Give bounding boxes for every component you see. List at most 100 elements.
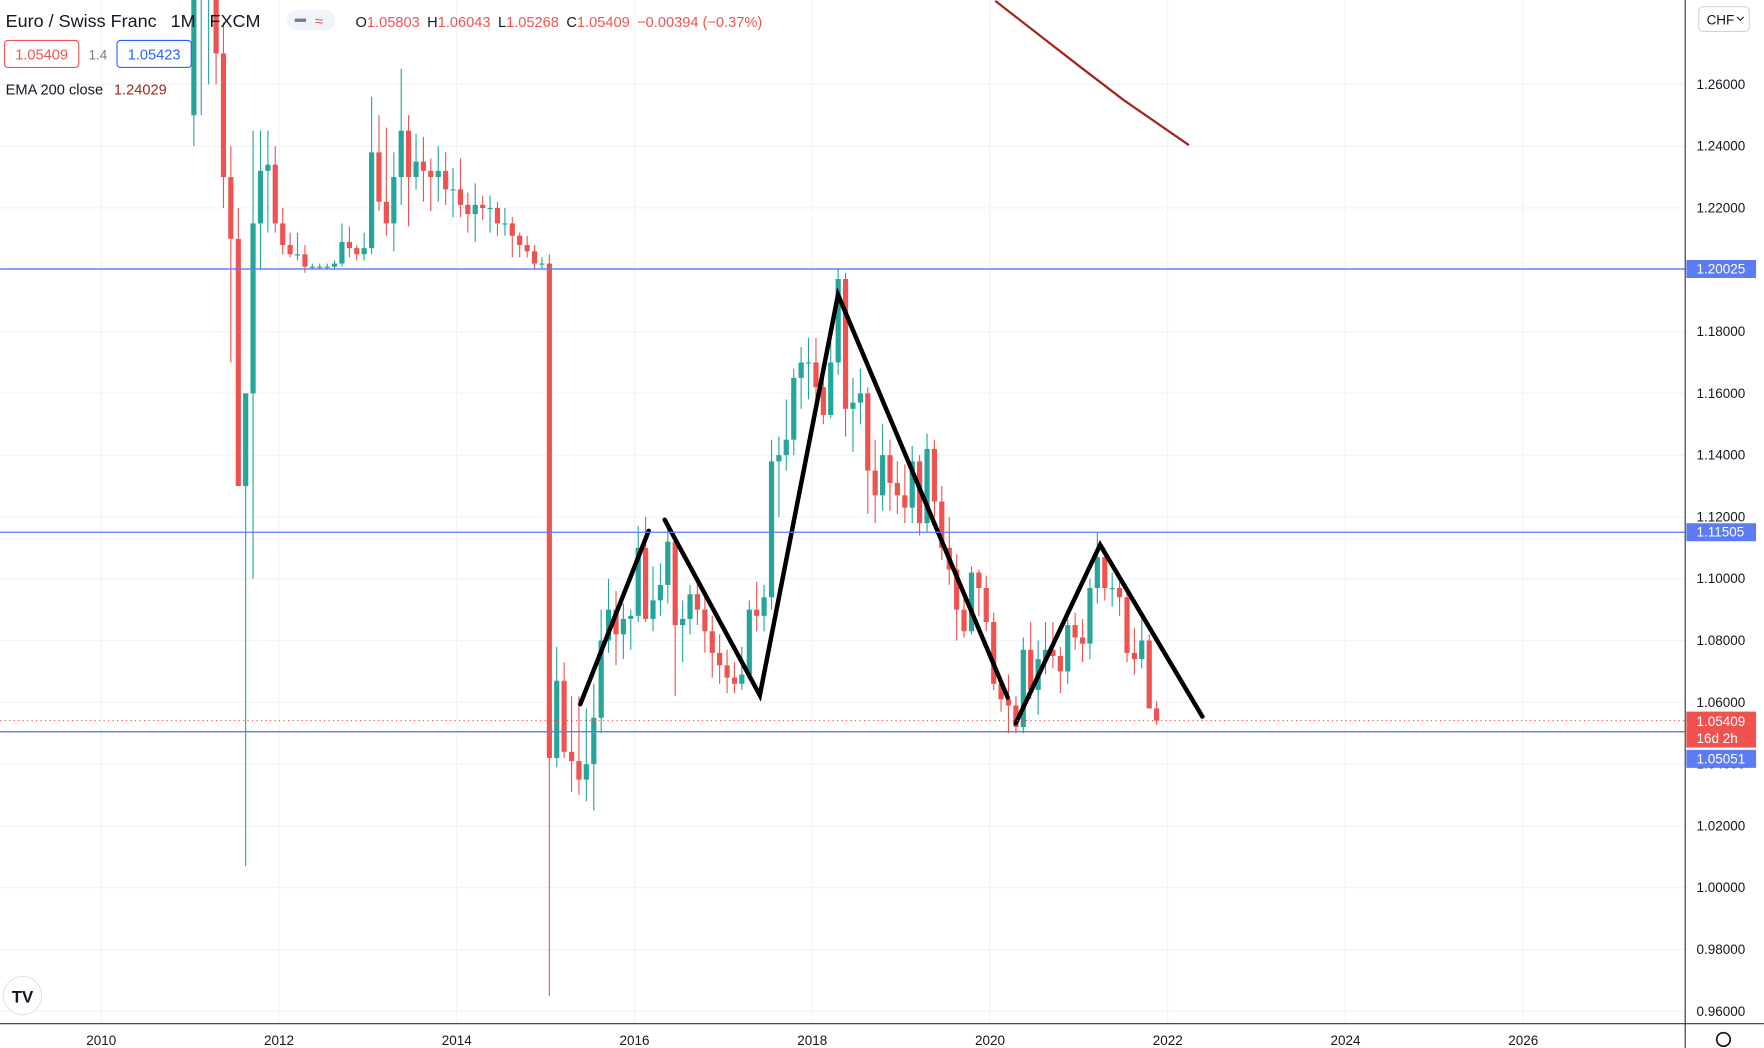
level-label: 1.11505: [1696, 525, 1744, 540]
candle-body: [517, 235, 523, 246]
candle-body: [650, 600, 656, 619]
candle-body: [450, 189, 456, 191]
trend-drawing: [578, 287, 1205, 726]
candle-body: [842, 279, 849, 409]
candle-body: [280, 223, 286, 246]
candle-body: [376, 152, 382, 202]
candle-body: [1013, 705, 1019, 728]
ohlc-row: O1.05803 H1.06043 L1.05268 C1.05409 −0.0…: [356, 15, 763, 31]
spread: 1.4: [89, 48, 108, 63]
candle-body: [494, 207, 501, 224]
candle-body: [346, 241, 352, 249]
candle-body: [294, 254, 301, 256]
candle-body: [761, 597, 767, 616]
candle-body: [880, 455, 886, 496]
price-label: 1.05409: [1696, 714, 1745, 729]
candle-body: [235, 238, 241, 487]
candle-body: [265, 164, 271, 171]
candle-body: [487, 207, 493, 210]
sell-button[interactable]: [3, 39, 80, 69]
candle-body: [435, 170, 441, 178]
candle-body: [665, 541, 671, 585]
candle-body: [798, 362, 804, 378]
candle-body: [820, 387, 826, 415]
logo[interactable]: [2, 975, 43, 1016]
candle-body: [924, 448, 930, 524]
candle-body: [783, 439, 789, 456]
x-tick-label: 2024: [1330, 1033, 1360, 1048]
candle-body: [472, 204, 478, 215]
candle-body: [228, 177, 234, 239]
change: −0.00394 (−0.37%): [637, 15, 762, 31]
y-tick-label: 1.08000: [1696, 633, 1745, 648]
ask-price: 1.05423: [128, 48, 181, 64]
candle-body: [635, 547, 641, 616]
currency-button[interactable]: [1698, 6, 1750, 33]
settings-icon[interactable]: [1715, 1031, 1732, 1048]
candle-body: [1065, 625, 1071, 672]
candle-body: [1139, 640, 1145, 660]
ohlc-value: 1.05803: [367, 15, 420, 31]
candle-body: [1020, 649, 1026, 728]
icon: [1736, 16, 1745, 22]
y-tick-label: 0.98000: [1696, 942, 1745, 957]
currency: CHF: [1707, 13, 1735, 28]
candle-body: [546, 263, 552, 758]
candle-body: [524, 245, 530, 252]
interval: 1M: [171, 11, 196, 31]
candle-body: [324, 266, 330, 268]
candle-body: [509, 223, 515, 236]
axes: 0.960000.980001.000001.020001.040001.060…: [86, 77, 1757, 1048]
candle-body: [961, 609, 967, 632]
candle-body: [702, 609, 708, 632]
candle-body: [361, 248, 367, 255]
candle-body: [391, 177, 397, 224]
candle-body: [1005, 699, 1012, 706]
candle-body: [339, 241, 345, 264]
candle-body: [983, 588, 989, 623]
bid-price: 1.05409: [15, 48, 68, 64]
candle-body: [628, 615, 634, 619]
candle-body: [1028, 649, 1034, 690]
candle-body: [1146, 640, 1152, 709]
candle-body: [909, 461, 915, 508]
ohlc-prefix: C: [566, 15, 577, 31]
candle-body: [620, 618, 626, 635]
indicator-toggle[interactable]: [286, 10, 336, 31]
level-label: 1.05051: [1696, 751, 1745, 766]
candle-body: [850, 402, 856, 409]
candle-body: [835, 279, 841, 363]
y-tick-label: 1.14000: [1696, 448, 1745, 463]
candle-body: [791, 377, 797, 440]
candle-body: [428, 170, 434, 178]
indicator-name: EMA 200 close: [6, 82, 103, 98]
source: FXCM: [210, 11, 261, 31]
ohlc-value: 1.05409: [577, 15, 630, 31]
candle-body: [872, 470, 878, 496]
candle-body: [739, 674, 745, 684]
candle-body: [954, 569, 960, 610]
candle-body: [502, 223, 508, 225]
ohlc-prefix: L: [498, 15, 506, 31]
candle-body: [605, 609, 612, 641]
candle-body: [828, 362, 834, 415]
candle-body: [369, 152, 375, 249]
candle-body: [583, 764, 589, 780]
candle-body: [1131, 652, 1137, 660]
x-tick-label: 2016: [619, 1033, 649, 1048]
buy-button[interactable]: [116, 39, 192, 69]
candle-body: [776, 455, 782, 462]
candle-body: [1124, 597, 1130, 653]
candle-body: [405, 130, 412, 178]
candle-body: [272, 164, 278, 224]
candle-body: [643, 547, 649, 619]
candle-body: [1116, 588, 1123, 598]
logo-mark: TV: [12, 987, 34, 1006]
candle-body: [939, 501, 945, 548]
candle-body: [754, 609, 760, 616]
ohlc-value: 1.06043: [438, 15, 491, 31]
candle-body: [1079, 637, 1086, 644]
candle-body: [420, 161, 427, 171]
candle-body: [813, 362, 819, 388]
candle-body: [657, 584, 664, 601]
